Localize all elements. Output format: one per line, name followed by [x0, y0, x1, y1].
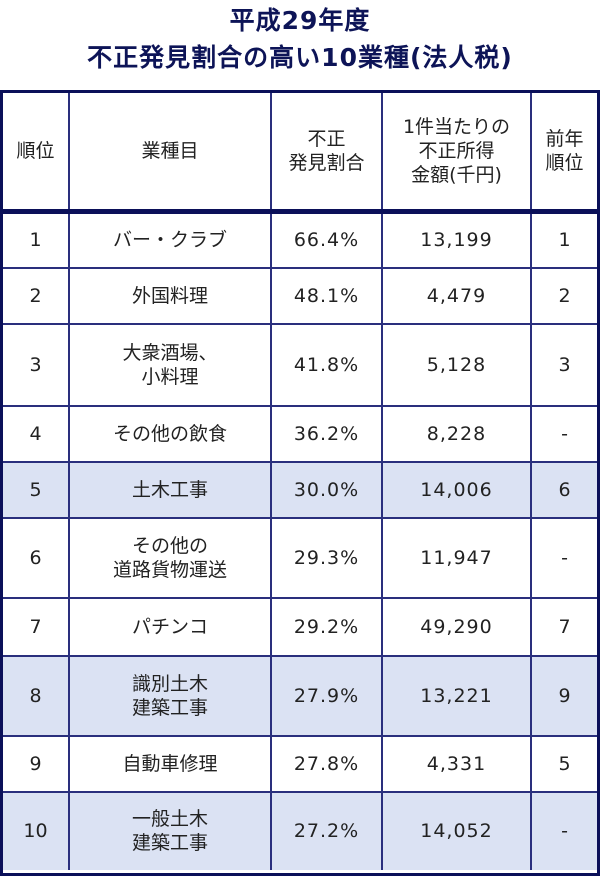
- cell-fraud-ratio: 29.2%: [270, 596, 383, 657]
- cell-industry: 外国料理: [68, 266, 272, 325]
- table-row: 7 パチンコ 29.2% 49,290 7: [3, 596, 597, 657]
- cell-fraud-ratio: 29.3%: [270, 516, 383, 599]
- cell-fraud-income: 13,199: [381, 210, 532, 269]
- table-header-row: 順位 業種目 不正 発見割合 1件当たりの 不正所得 金額(千円) 前年 順位: [3, 93, 597, 214]
- cell-rank: 1: [3, 210, 70, 269]
- cell-prev-rank: 3: [530, 322, 597, 407]
- cell-fraud-ratio: 27.9%: [270, 654, 383, 737]
- cell-industry: パチンコ: [68, 596, 272, 657]
- cell-rank: 2: [3, 266, 70, 325]
- cell-fraud-income: 13,221: [381, 654, 532, 737]
- header-fraud-ratio: 不正 発見割合: [270, 93, 383, 214]
- table-row: 6 その他の 道路貨物運送 29.3% 11,947 -: [3, 516, 597, 599]
- cell-fraud-ratio: 30.0%: [270, 460, 383, 519]
- cell-prev-rank: -: [530, 790, 597, 870]
- table-row: 10 一般土木 建築工事 27.2% 14,052 -: [3, 790, 597, 870]
- table-row: 1 バー・クラブ 66.4% 13,199 1: [3, 210, 597, 269]
- ranking-table: 順位 業種目 不正 発見割合 1件当たりの 不正所得 金額(千円) 前年 順位 …: [3, 93, 597, 870]
- cell-rank: 7: [3, 596, 70, 657]
- cell-industry: 土木工事: [68, 460, 272, 519]
- cell-rank: 3: [3, 322, 70, 407]
- cell-industry: バー・クラブ: [68, 210, 272, 269]
- header-industry: 業種目: [68, 93, 272, 214]
- cell-rank: 9: [3, 734, 70, 793]
- cell-rank: 8: [3, 654, 70, 737]
- cell-rank: 5: [3, 460, 70, 519]
- cell-prev-rank: 2: [530, 266, 597, 325]
- header-prev-rank: 前年 順位: [530, 93, 597, 214]
- cell-industry: 一般土木 建築工事: [68, 790, 272, 870]
- cell-fraud-income: 14,052: [381, 790, 532, 870]
- cell-fraud-ratio: 36.2%: [270, 404, 383, 463]
- table-row: 9 自動車修理 27.8% 4,331 5: [3, 734, 597, 793]
- cell-fraud-ratio: 27.2%: [270, 790, 383, 870]
- title-line-2: 不正発見割合の高い10業種(法人税): [87, 43, 513, 72]
- cell-fraud-ratio: 48.1%: [270, 266, 383, 325]
- cell-prev-rank: 6: [530, 460, 597, 519]
- cell-fraud-income: 4,331: [381, 734, 532, 793]
- cell-fraud-income: 5,128: [381, 322, 532, 407]
- table-row: 8 識別土木 建築工事 27.9% 13,221 9: [3, 654, 597, 737]
- title-line-1: 平成29年度: [229, 6, 371, 35]
- cell-fraud-income: 8,228: [381, 404, 532, 463]
- cell-industry: 識別土木 建築工事: [68, 654, 272, 737]
- cell-rank: 10: [3, 790, 70, 870]
- cell-industry: その他の 道路貨物運送: [68, 516, 272, 599]
- cell-fraud-income: 14,006: [381, 460, 532, 519]
- page-title: 平成29年度 不正発見割合の高い10業種(法人税): [0, 2, 600, 76]
- table-row: 3 大衆酒場、 小料理 41.8% 5,128 3: [3, 322, 597, 407]
- cell-rank: 4: [3, 404, 70, 463]
- cell-fraud-income: 49,290: [381, 596, 532, 657]
- cell-prev-rank: 9: [530, 654, 597, 737]
- cell-prev-rank: -: [530, 404, 597, 463]
- cell-prev-rank: 5: [530, 734, 597, 793]
- cell-fraud-ratio: 41.8%: [270, 322, 383, 407]
- cell-fraud-income: 11,947: [381, 516, 532, 599]
- table-row: 5 土木工事 30.0% 14,006 6: [3, 460, 597, 519]
- cell-industry: 自動車修理: [68, 734, 272, 793]
- cell-prev-rank: -: [530, 516, 597, 599]
- cell-industry: 大衆酒場、 小料理: [68, 322, 272, 407]
- cell-fraud-ratio: 27.8%: [270, 734, 383, 793]
- header-fraud-income: 1件当たりの 不正所得 金額(千円): [381, 93, 532, 214]
- cell-prev-rank: 7: [530, 596, 597, 657]
- table-row: 4 その他の飲食 36.2% 8,228 -: [3, 404, 597, 463]
- cell-rank: 6: [3, 516, 70, 599]
- cell-industry: その他の飲食: [68, 404, 272, 463]
- table-row: 2 外国料理 48.1% 4,479 2: [3, 266, 597, 325]
- ranking-table-frame: 順位 業種目 不正 発見割合 1件当たりの 不正所得 金額(千円) 前年 順位 …: [0, 90, 600, 876]
- cell-prev-rank: 1: [530, 210, 597, 269]
- header-rank: 順位: [3, 93, 70, 214]
- cell-fraud-income: 4,479: [381, 266, 532, 325]
- cell-fraud-ratio: 66.4%: [270, 210, 383, 269]
